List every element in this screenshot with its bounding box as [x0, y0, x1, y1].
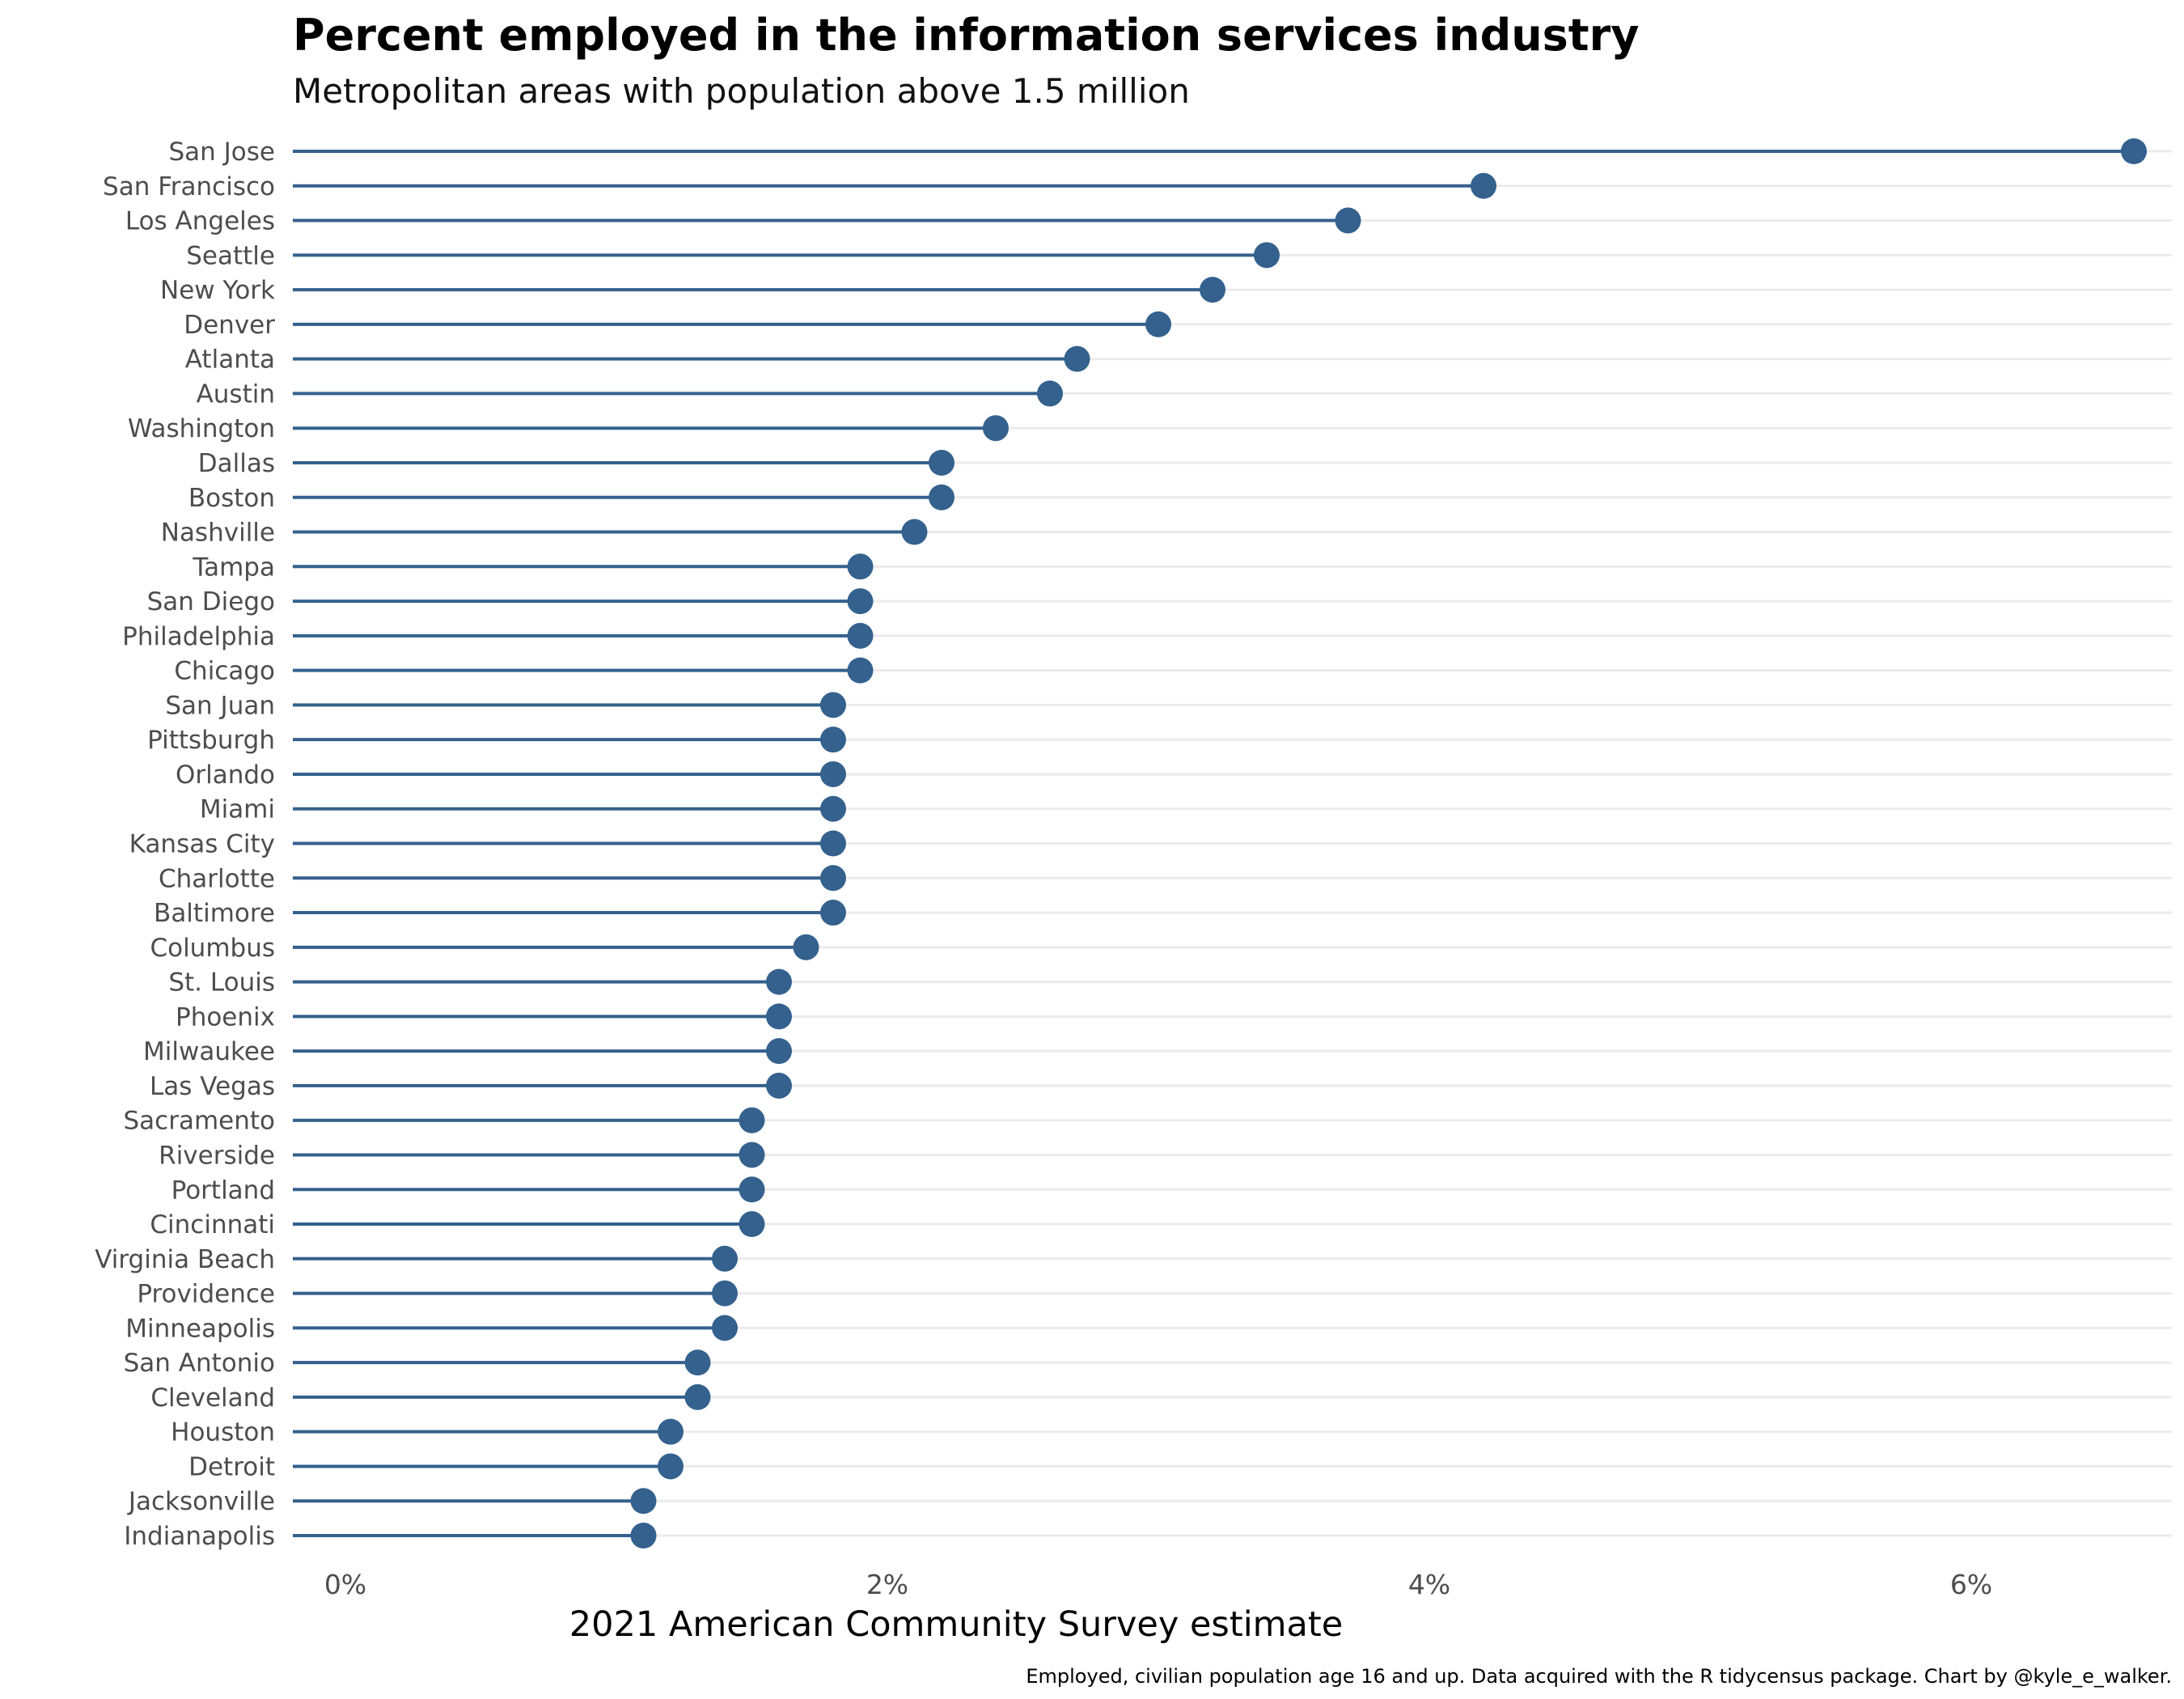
x-axis-title: 2021 American Community Survey estimate	[569, 1604, 1343, 1645]
y-label-sacramento: Sacramento	[124, 1107, 276, 1136]
y-label-san-jose: San Jose	[168, 138, 275, 167]
y-label-riverside: Riverside	[159, 1141, 275, 1170]
point-new-york	[1200, 277, 1225, 303]
point-dallas	[929, 449, 954, 476]
chart-caption: Employed, civilian population age 16 and…	[1026, 1665, 2172, 1688]
point-milwaukee	[766, 1038, 792, 1065]
y-label-san-juan: San Juan	[165, 691, 275, 720]
point-kansas-city	[820, 830, 846, 857]
point-philadelphia	[847, 622, 874, 649]
point-chicago	[847, 657, 874, 684]
y-label-new-york: New York	[160, 276, 275, 305]
point-pittsburgh	[820, 727, 846, 753]
point-san-francisco	[1471, 172, 1496, 199]
y-label-orlando: Orlando	[176, 761, 275, 790]
y-label-st-louis: St. Louis	[168, 968, 275, 998]
y-label-milwaukee: Milwaukee	[143, 1037, 275, 1066]
chart-subtitle: Metropolitan areas with population above…	[293, 71, 1190, 111]
x-tick-label: 6%	[1950, 1569, 1992, 1600]
point-indianapolis	[630, 1523, 657, 1549]
point-denver	[1145, 311, 1171, 337]
point-san-antonio	[684, 1349, 711, 1376]
point-boston	[929, 484, 954, 511]
y-label-philadelphia: Philadelphia	[122, 622, 275, 651]
point-orlando	[820, 761, 846, 787]
point-san-jose	[2121, 138, 2147, 164]
point-phoenix	[766, 1003, 792, 1030]
y-label-columbus: Columbus	[150, 934, 275, 963]
point-st-louis	[766, 968, 792, 995]
x-tick-label: 4%	[1408, 1569, 1450, 1600]
point-charlotte	[820, 865, 846, 892]
y-axis-labels: San Jose San Francisco Los Angeles Seattle N…	[95, 138, 275, 1551]
y-label-charlotte: Charlotte	[159, 864, 275, 893]
point-detroit	[658, 1453, 684, 1480]
point-columbus	[793, 934, 819, 960]
point-miami	[820, 795, 846, 822]
point-portland	[739, 1176, 765, 1203]
x-tick-label: 2%	[866, 1569, 908, 1600]
point-riverside	[739, 1142, 765, 1168]
point-los-angeles	[1335, 207, 1361, 234]
point-las-vegas	[766, 1072, 792, 1099]
y-label-indianapolis: Indianapolis	[124, 1522, 275, 1551]
y-label-pittsburgh: Pittsburgh	[147, 726, 275, 755]
y-label-chicago: Chicago	[174, 657, 275, 686]
point-seattle	[1254, 242, 1280, 269]
point-cincinnati	[739, 1211, 765, 1238]
y-label-minneapolis: Minneapolis	[125, 1314, 275, 1343]
lollipop-points	[630, 138, 2147, 1549]
y-label-austin: Austin	[197, 379, 275, 409]
point-cleveland	[684, 1383, 711, 1410]
y-label-portland: Portland	[171, 1176, 275, 1205]
y-label-nashville: Nashville	[161, 519, 275, 548]
y-label-los-angeles: Los Angeles	[125, 207, 275, 236]
y-label-boston: Boston	[188, 484, 275, 513]
y-label-houston: Houston	[171, 1418, 275, 1447]
point-sacramento	[739, 1107, 765, 1133]
point-virginia-beach	[712, 1245, 738, 1272]
point-san-juan	[820, 692, 846, 718]
y-label-virginia-beach: Virginia Beach	[95, 1245, 275, 1274]
point-providence	[712, 1280, 738, 1307]
y-label-kansas-city: Kansas City	[129, 830, 275, 859]
point-tampa	[847, 553, 874, 580]
y-label-las-vegas: Las Vegas	[150, 1072, 275, 1101]
point-austin	[1037, 380, 1063, 407]
y-label-san-francisco: San Francisco	[103, 172, 275, 201]
y-label-cleveland: Cleveland	[150, 1383, 275, 1413]
y-label-cincinnati: Cincinnati	[150, 1210, 275, 1239]
y-label-jacksonville: Jacksonville	[127, 1487, 275, 1516]
point-houston	[658, 1418, 684, 1445]
y-label-san-diego: San Diego	[147, 587, 275, 616]
y-label-atlanta: Atlanta	[185, 345, 275, 375]
point-jacksonville	[630, 1488, 657, 1515]
y-label-baltimore: Baltimore	[154, 899, 275, 928]
point-washington	[983, 415, 1009, 442]
chart-title: Percent employed in the information serv…	[293, 10, 1640, 61]
y-label-seattle: Seattle	[186, 241, 275, 270]
y-label-dallas: Dallas	[198, 449, 275, 478]
y-label-miami: Miami	[200, 795, 275, 824]
lollipop-stems	[293, 150, 2134, 1537]
point-baltimore	[820, 900, 846, 926]
y-label-detroit: Detroit	[188, 1452, 275, 1481]
x-tick-label: 0%	[324, 1569, 366, 1600]
point-san-diego	[847, 588, 874, 615]
point-nashville	[901, 519, 928, 545]
point-minneapolis	[712, 1315, 738, 1341]
y-label-washington: Washington	[128, 414, 275, 443]
x-axis-ticks: 0% 2% 4% 6%	[324, 1569, 1992, 1600]
point-atlanta	[1064, 345, 1090, 372]
y-label-tampa: Tampa	[192, 553, 275, 582]
y-label-phoenix: Phoenix	[176, 1002, 275, 1032]
y-label-providence: Providence	[137, 1280, 275, 1309]
y-label-denver: Denver	[184, 311, 275, 340]
y-label-san-antonio: San Antonio	[124, 1349, 275, 1378]
